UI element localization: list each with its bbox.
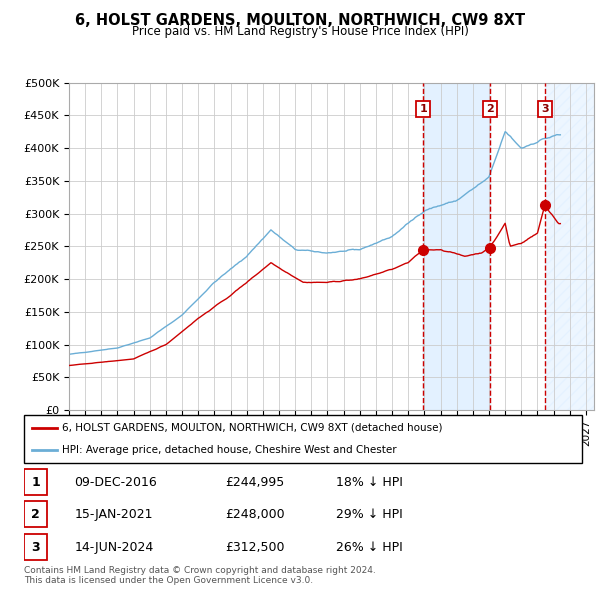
Text: £312,500: £312,500	[225, 540, 284, 554]
FancyBboxPatch shape	[24, 501, 47, 527]
Text: £244,995: £244,995	[225, 476, 284, 489]
Text: 6, HOLST GARDENS, MOULTON, NORTHWICH, CW9 8XT (detached house): 6, HOLST GARDENS, MOULTON, NORTHWICH, CW…	[62, 423, 442, 433]
Text: 1: 1	[419, 104, 427, 114]
FancyBboxPatch shape	[24, 533, 47, 560]
Text: 2: 2	[31, 508, 40, 522]
FancyBboxPatch shape	[24, 415, 582, 463]
Text: 3: 3	[541, 104, 548, 114]
Text: 15-JAN-2021: 15-JAN-2021	[74, 508, 153, 522]
Text: 6, HOLST GARDENS, MOULTON, NORTHWICH, CW9 8XT: 6, HOLST GARDENS, MOULTON, NORTHWICH, CW…	[75, 13, 525, 28]
Bar	[424, 83, 490, 410]
FancyBboxPatch shape	[24, 468, 47, 495]
Text: 14-JUN-2024: 14-JUN-2024	[74, 540, 154, 554]
Text: £248,000: £248,000	[225, 508, 284, 522]
Text: 3: 3	[31, 540, 40, 554]
Bar	[545, 83, 594, 410]
Text: 18% ↓ HPI: 18% ↓ HPI	[337, 476, 403, 489]
Text: HPI: Average price, detached house, Cheshire West and Chester: HPI: Average price, detached house, Ches…	[62, 445, 397, 455]
Text: Price paid vs. HM Land Registry's House Price Index (HPI): Price paid vs. HM Land Registry's House …	[131, 25, 469, 38]
Text: 09-DEC-2016: 09-DEC-2016	[74, 476, 157, 489]
Text: 26% ↓ HPI: 26% ↓ HPI	[337, 540, 403, 554]
Text: 1: 1	[31, 476, 40, 489]
Text: 29% ↓ HPI: 29% ↓ HPI	[337, 508, 403, 522]
Text: Contains HM Land Registry data © Crown copyright and database right 2024.
This d: Contains HM Land Registry data © Crown c…	[24, 566, 376, 585]
Text: 2: 2	[486, 104, 494, 114]
